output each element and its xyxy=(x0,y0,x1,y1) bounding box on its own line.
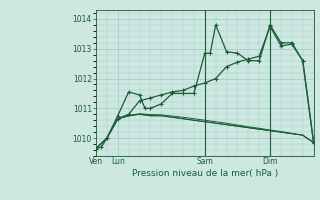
X-axis label: Pression niveau de la mer( hPa ): Pression niveau de la mer( hPa ) xyxy=(132,169,278,178)
